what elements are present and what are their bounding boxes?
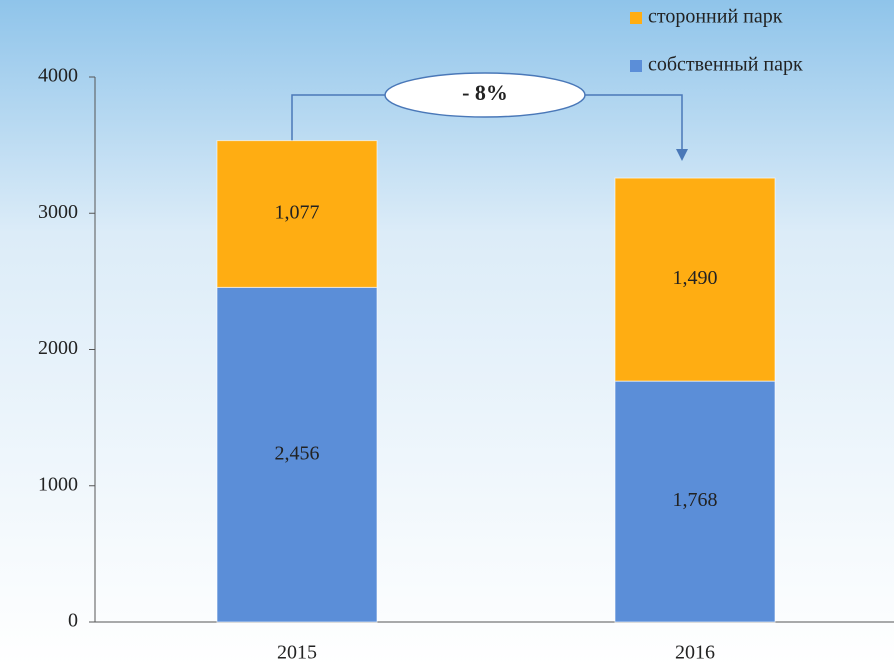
legend-swatch bbox=[630, 12, 642, 24]
y-tick-label: 0 bbox=[68, 610, 78, 632]
value-label: 1,768 bbox=[673, 489, 718, 511]
value-label: 2,456 bbox=[275, 442, 320, 464]
x-tick-label: 2015 bbox=[277, 642, 317, 664]
legend-label: собственный парк bbox=[648, 54, 803, 76]
legend-swatch bbox=[630, 60, 642, 72]
y-tick-label: 3000 bbox=[38, 201, 78, 223]
y-tick-label: 4000 bbox=[38, 65, 78, 87]
legend-label: сторонний парк bbox=[648, 6, 783, 28]
x-tick-label: 2016 bbox=[675, 642, 715, 664]
chart: - 8% 0 1000 2000 3000 4000 2015 2,456 1,077 2016… bbox=[0, 0, 894, 666]
y-tick-label: 1000 bbox=[38, 473, 78, 495]
annotation: - 8% bbox=[462, 80, 508, 105]
value-label: 1,077 bbox=[275, 202, 320, 224]
y-tick-label: 2000 bbox=[38, 337, 78, 359]
value-label: 1,490 bbox=[673, 267, 718, 289]
